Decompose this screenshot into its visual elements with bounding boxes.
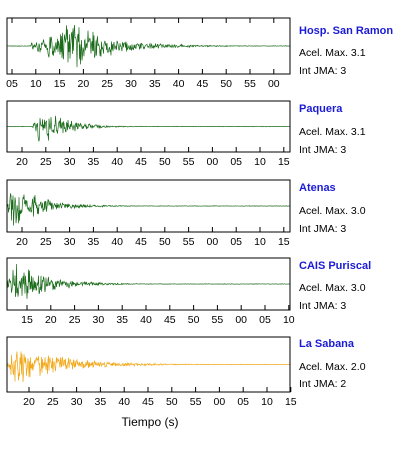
- panel-4: 20 25 30 35 40 45 50 55 00 05 10 15: [6, 336, 297, 408]
- tick-label: 45: [164, 314, 176, 326]
- station-name: CAIS Puriscal: [299, 260, 372, 272]
- station-name: Hosp. San Ramon: [299, 25, 394, 37]
- tick-label: 35: [95, 396, 107, 408]
- waveform: [6, 115, 291, 142]
- station-accel: Acel. Max. 3.0: [299, 205, 366, 217]
- tick-label: 20: [16, 156, 28, 168]
- tick-label: 30: [64, 236, 76, 248]
- x-axis-label: Tiempo (s): [121, 415, 179, 429]
- tick-label: 45: [135, 156, 147, 168]
- tick-label: 20: [23, 396, 35, 408]
- tick-label: 00: [207, 236, 219, 248]
- tick-label: 55: [190, 396, 202, 408]
- tick-label: 50: [220, 78, 232, 90]
- tick-label: 45: [142, 396, 154, 408]
- tick-label: 50: [166, 396, 178, 408]
- station-jma: Int JMA: 3: [299, 144, 347, 156]
- tick-label: 25: [40, 236, 52, 248]
- station-jma: Int JMA: 2: [299, 378, 347, 390]
- station-jma: Int JMA: 3: [299, 300, 347, 312]
- station-name: Atenas: [299, 182, 336, 194]
- station-accel: Acel. Max. 3.0: [299, 282, 366, 294]
- tick-label: 00: [235, 314, 247, 326]
- panel-frame: [6, 100, 291, 153]
- tick-label: 05: [230, 156, 242, 168]
- tick-label: 10: [261, 396, 273, 408]
- tick-label: 25: [47, 396, 59, 408]
- tick-label: 40: [140, 314, 152, 326]
- tick-label: 30: [71, 396, 83, 408]
- panel-frame: [6, 179, 291, 233]
- tick-label: 15: [278, 236, 290, 248]
- tick-label: 30: [125, 78, 137, 90]
- station-accel: Acel. Max. 2.0: [299, 361, 366, 373]
- panel-1: 20 25 30 35 40 45 50 55 00 05 10 15: [6, 100, 291, 168]
- tick-label: 40: [118, 396, 130, 408]
- tick-label: 40: [111, 156, 123, 168]
- tick-label: 10: [283, 314, 295, 326]
- waveform: [6, 263, 291, 299]
- tick-label: 35: [149, 78, 161, 90]
- tick-label: 35: [88, 236, 100, 248]
- panel-2: 20 25 30 35 40 45 50 55 00 05 10 15: [6, 179, 291, 248]
- tick-label: 15: [21, 314, 33, 326]
- tick-label: 25: [101, 78, 113, 90]
- tick-label: 15: [285, 396, 297, 408]
- tick-label: 25: [69, 314, 81, 326]
- panel-0: 05 10 15 20 25 30 35 40 45 50 55 00: [6, 17, 291, 90]
- tick-label: 50: [159, 156, 171, 168]
- tick-label: 50: [188, 314, 200, 326]
- tick-label: 45: [197, 78, 209, 90]
- tick-label: 55: [212, 314, 224, 326]
- station-name: Paquera: [299, 103, 343, 115]
- panel-frame: [6, 17, 291, 75]
- tick-label: 05: [6, 78, 18, 90]
- waveform: [6, 193, 291, 226]
- tick-label: 00: [268, 78, 280, 90]
- panel-3: 15 20 25 30 35 40 45 50 55 00 05 10: [6, 257, 295, 326]
- tick-label: 00: [207, 156, 219, 168]
- station-accel: Acel. Max. 3.1: [299, 47, 366, 59]
- tick-label: 30: [64, 156, 76, 168]
- tick-label: 30: [93, 314, 105, 326]
- tick-label: 50: [159, 236, 171, 248]
- tick-label: 35: [88, 156, 100, 168]
- tick-label: 00: [214, 396, 226, 408]
- tick-label: 15: [54, 78, 66, 90]
- waveform: [6, 24, 291, 68]
- station-accel: Acel. Max. 3.1: [299, 126, 366, 138]
- tick-label: 40: [111, 236, 123, 248]
- tick-label: 05: [230, 236, 242, 248]
- tick-label: 10: [30, 78, 42, 90]
- tick-label: 20: [16, 236, 28, 248]
- tick-label: 25: [40, 156, 52, 168]
- tick-label: 05: [237, 396, 249, 408]
- tick-label: 20: [45, 314, 57, 326]
- tick-label: 35: [116, 314, 128, 326]
- tick-label: 15: [278, 156, 290, 168]
- tick-label: 45: [135, 236, 147, 248]
- panel-frame: [6, 257, 291, 311]
- station-name: La Sabana: [299, 338, 355, 350]
- tick-label: 55: [183, 156, 195, 168]
- tick-label: 40: [173, 78, 185, 90]
- tick-label: 20: [78, 78, 90, 90]
- waveform: [6, 351, 291, 383]
- tick-label: 55: [244, 78, 256, 90]
- tick-label: 10: [254, 156, 266, 168]
- station-jma: Int JMA: 3: [299, 223, 347, 235]
- tick-label: 05: [259, 314, 271, 326]
- station-jma: Int JMA: 3: [299, 65, 347, 77]
- tick-label: 10: [254, 236, 266, 248]
- tick-label: 55: [183, 236, 195, 248]
